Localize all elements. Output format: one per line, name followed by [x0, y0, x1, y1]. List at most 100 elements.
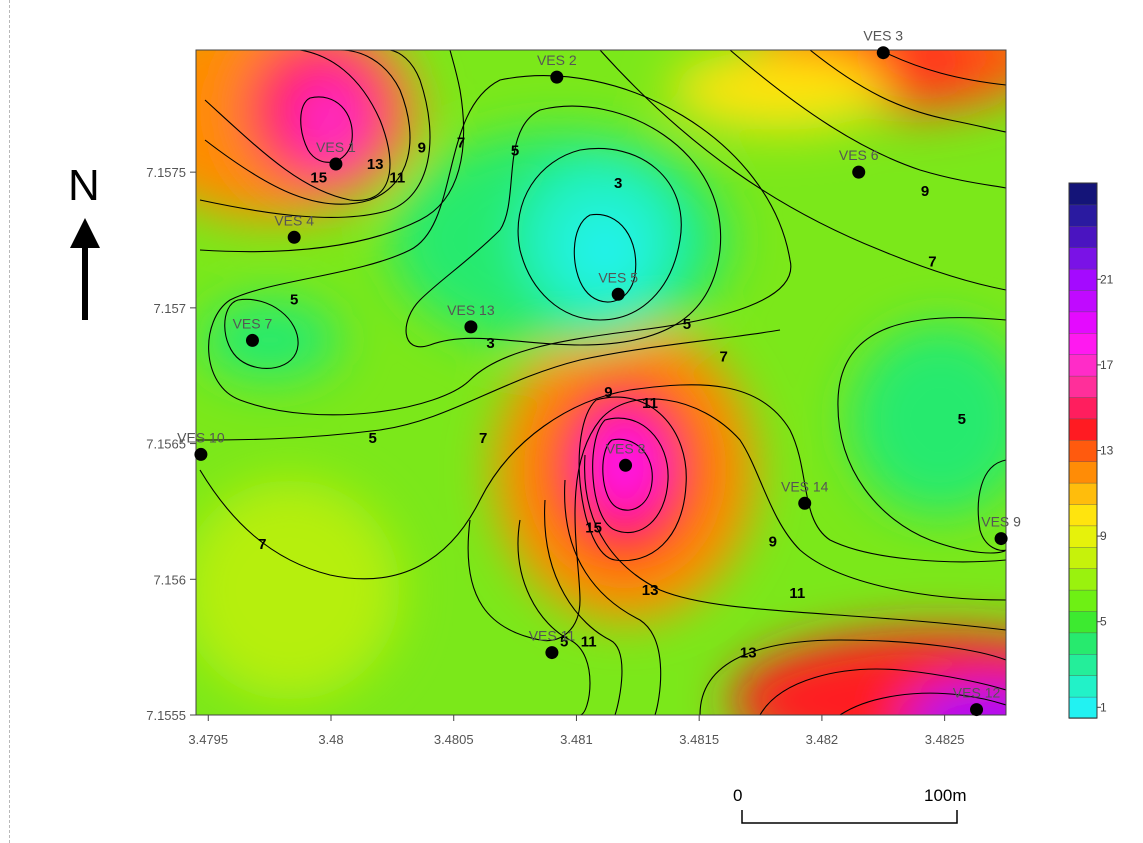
contour-value-label: 7 [720, 349, 728, 366]
contour-value-label: 5 [369, 430, 377, 447]
contour-value-label: 11 [389, 170, 405, 187]
contour-line [199, 50, 431, 218]
legend-color-band [1068, 375, 1098, 398]
legend-color-band [1068, 289, 1098, 313]
contour-value-label: 3 [614, 175, 622, 192]
contour-line [809, 50, 1006, 133]
ves-station-dot [550, 70, 564, 84]
contour-line [759, 668, 1006, 715]
ves-station-dot [798, 496, 812, 510]
contour-value-label: 11 [642, 395, 658, 412]
contour-value-label: 7 [258, 536, 266, 553]
x-tick-label: 3.4815 [679, 732, 719, 747]
y-tick-label: 7.1555 [146, 708, 186, 723]
contour-line [517, 148, 682, 321]
ves-station-dot [876, 46, 890, 60]
north-arrow: N [68, 161, 100, 320]
x-tick-label: 3.4805 [434, 732, 474, 747]
contour-value-label: 15 [585, 520, 602, 537]
legend-color-band [1068, 589, 1098, 612]
legend-color-band [1068, 675, 1098, 698]
scale-bar: 0 100m [733, 786, 967, 824]
ves-station-label: VES 1 [316, 139, 356, 155]
contour-line [517, 519, 591, 715]
ves-station-label: VES 6 [839, 147, 879, 163]
ves-station-label: VES 13 [447, 302, 495, 318]
contour-line [584, 454, 1006, 631]
contour-value-label: 7 [457, 134, 465, 151]
x-tick-label: 3.481 [560, 732, 593, 747]
legend-color-band [1068, 525, 1098, 548]
legend-labels: 21 17 13 9 5 1 [1097, 272, 1114, 714]
legend-color-band [1068, 354, 1098, 377]
contour-value-label: 5 [290, 292, 298, 309]
ves-station-label: VES 4 [274, 212, 314, 228]
legend-color-band [1068, 610, 1098, 634]
contour-line [405, 105, 722, 348]
ves-station-dot [245, 333, 259, 347]
x-tick-label: 3.4795 [188, 732, 228, 747]
ves-station-dot [994, 532, 1008, 546]
legend-color-band [1068, 482, 1098, 505]
contour-value-label: 11 [581, 634, 597, 651]
scale-bar-line [741, 810, 958, 824]
contour-line [729, 50, 1006, 189]
color-scale-legend: 21 17 13 9 5 1 [1068, 182, 1114, 719]
legend-color-band [1068, 225, 1098, 248]
contour-line [224, 298, 299, 369]
ves-station-label: VES 12 [953, 685, 1001, 701]
ves-station-label: VES 8 [606, 440, 646, 456]
y-tick-label: 7.1575 [146, 165, 186, 180]
scale-zero-label: 0 [733, 786, 742, 805]
legend-label: 13 [1100, 444, 1114, 458]
contour-line [564, 479, 662, 715]
contour-value-label: 9 [921, 183, 929, 200]
contour-line [592, 417, 669, 534]
legend-label: 1 [1100, 700, 1107, 714]
ves-station-dot [970, 703, 984, 717]
north-arrow-shaft [82, 245, 88, 320]
contour-value-label: 13 [740, 645, 757, 662]
contour-value-label: 7 [928, 254, 936, 271]
legend-color-band [1068, 653, 1098, 676]
contour-line [599, 50, 1006, 291]
contour-line [199, 384, 1006, 580]
x-tick-label: 3.482 [806, 732, 839, 747]
ves-station-markers: VES 3 VES 2 VES 1 VES 6 VES 4 VES 5 VES 13 VES … [177, 28, 1021, 717]
y-tick-label: 7.1565 [146, 437, 186, 452]
legend-color-band [1068, 696, 1098, 719]
ves-station-label: VES 11 [529, 628, 576, 644]
x-tick-label: 3.48 [318, 732, 343, 747]
legend-color-band [1068, 204, 1098, 227]
contour-line [544, 499, 623, 715]
contour-value-label: 13 [367, 156, 384, 173]
north-label: N [68, 161, 100, 210]
contour-value-label: 11 [789, 585, 805, 602]
map-plot-area: 15 13 11 9 7 5 3 9 7 5 3 5 7 9 11 5 5 7 15 9 7 13 11 5 11 13 [196, 50, 1006, 715]
legend-color-band [1068, 246, 1098, 270]
contour-line [837, 317, 1006, 554]
contour-value-label: 3 [486, 335, 494, 352]
ves-station-label: VES 2 [537, 52, 577, 68]
legend-color-band [1068, 439, 1098, 462]
southwest-yellowgreen-zone [196, 480, 400, 700]
ves-station-dot [545, 646, 559, 660]
contour-line [699, 639, 1006, 715]
contour-line [204, 50, 411, 205]
legend-label: 21 [1100, 272, 1114, 286]
ves-station-dot [287, 230, 301, 244]
contour-value-label: 5 [560, 634, 568, 651]
legend-color-bands [1068, 182, 1098, 719]
north-peak-zone [860, 50, 980, 85]
central-low-core [571, 216, 639, 284]
ves-station-dot [611, 287, 625, 301]
ves-station-dot [852, 165, 866, 179]
legend-color-band [1068, 503, 1098, 527]
contour-line [578, 396, 687, 562]
page-left-dashed-rule [9, 0, 10, 843]
ves-station-dot [619, 458, 633, 472]
ves-station-label: VES 7 [233, 315, 273, 331]
contour-line [879, 50, 1006, 86]
legend-color-band [1068, 418, 1098, 441]
